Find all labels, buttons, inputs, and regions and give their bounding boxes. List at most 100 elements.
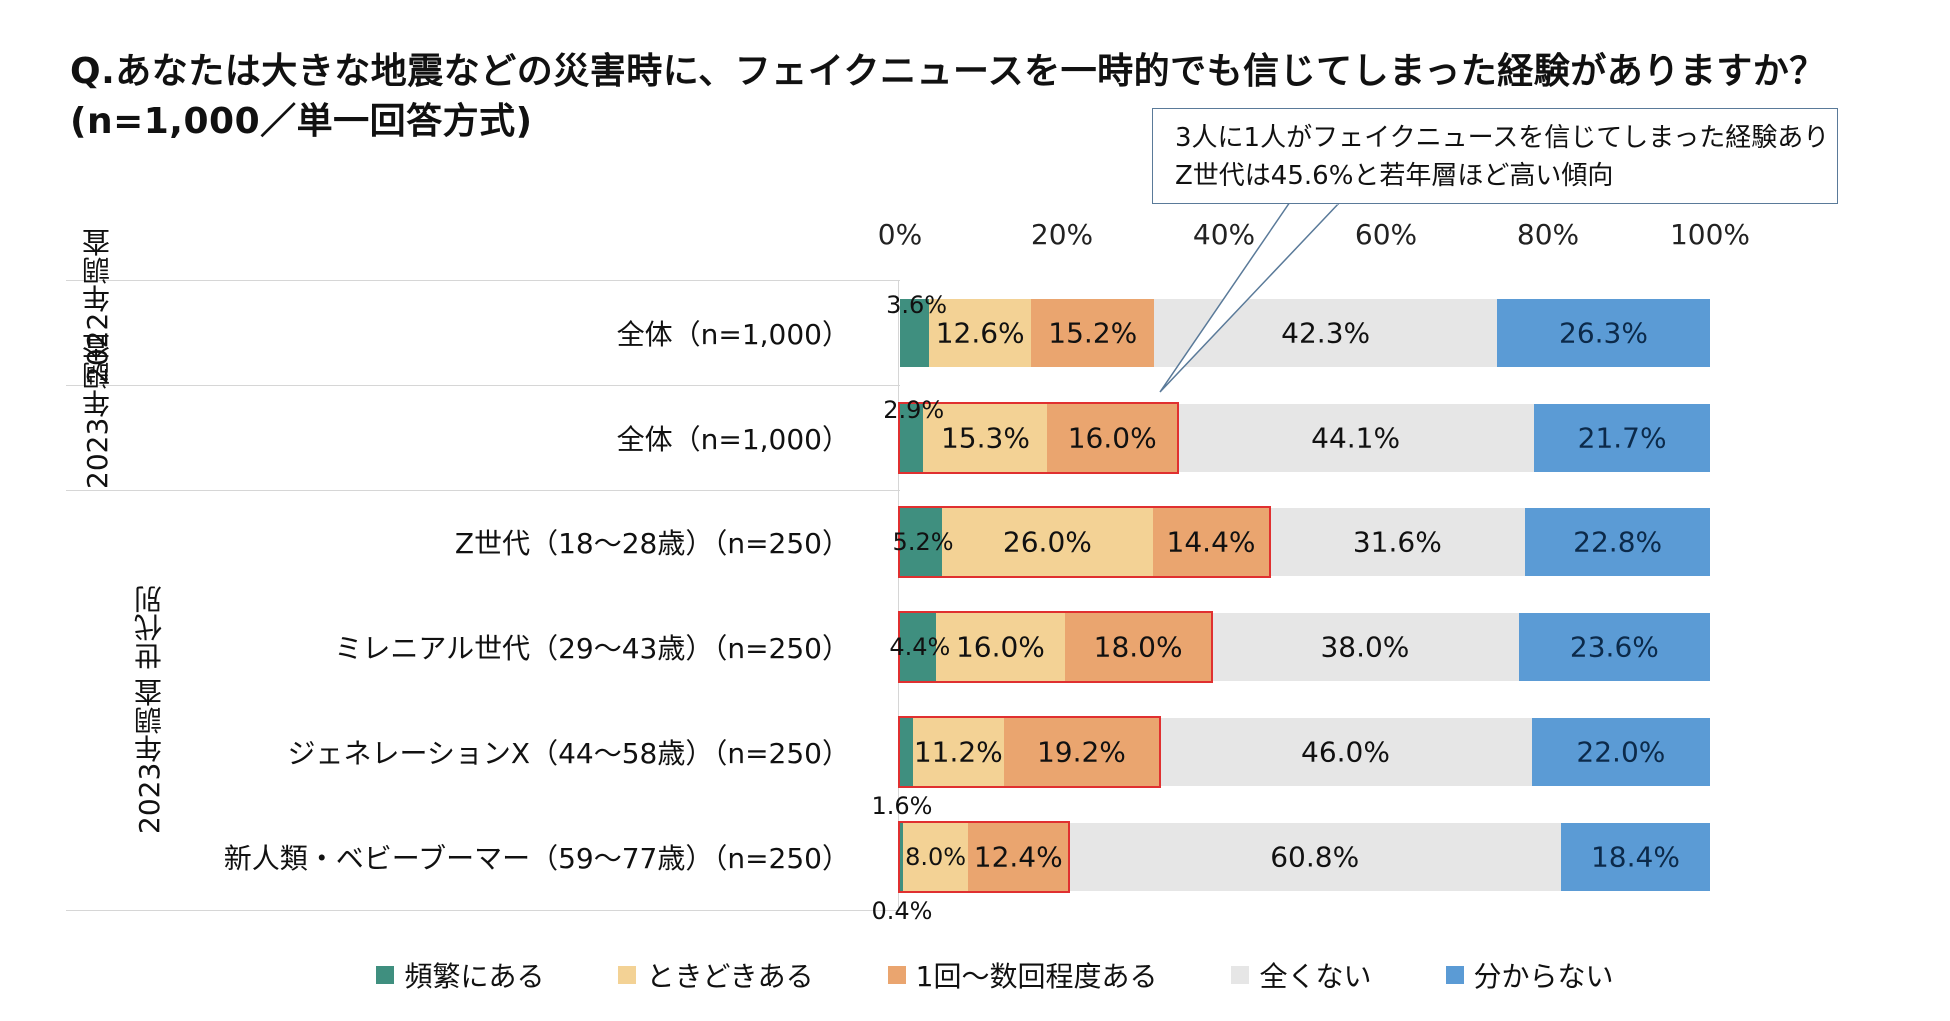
data-label-once: 18.0%	[1093, 630, 1183, 664]
legend-label: 全くない	[1259, 960, 1372, 993]
data-label-unknown: 23.6%	[1569, 630, 1659, 664]
bar-segment-sometimes	[903, 823, 969, 891]
data-label-sometimes: 12.6%	[935, 316, 1025, 350]
bar-segment-unknown	[1534, 404, 1710, 472]
data-label-never: 60.8%	[1270, 840, 1360, 874]
bar-segment-never	[1159, 718, 1532, 786]
callout-line1: 3人に1人がフェイクニュースを信じてしまった経験あり	[1175, 123, 1830, 153]
bar-segment-unknown	[1531, 718, 1710, 786]
data-label-unknown: 18.4%	[1590, 840, 1680, 874]
legend-swatch	[1231, 966, 1250, 984]
row-divider	[66, 910, 900, 911]
bar-segment-once	[968, 823, 1069, 891]
bar-segment-frequent	[900, 718, 913, 786]
data-label-unknown: 26.3%	[1559, 316, 1648, 350]
bar-segment-unknown	[1496, 299, 1710, 367]
legend-swatch	[618, 966, 637, 984]
row-label: 新人類・ベビーブーマー（59～77歳）（n=250）	[223, 842, 850, 875]
bar-segment-unknown	[1518, 613, 1710, 681]
legend-swatch	[887, 966, 906, 984]
legend-label: ときどきある	[646, 960, 814, 993]
bar-segment-never	[1269, 508, 1526, 576]
data-label-sometimes: 26.0%	[1002, 525, 1092, 559]
data-label-sometimes: 16.0%	[955, 630, 1045, 664]
data-label-frequent: 1.6%	[871, 792, 933, 820]
bar-segment-sometimes	[942, 508, 1153, 576]
row-label: 全体（n=1,000）	[616, 318, 850, 351]
data-label-once: 15.2%	[1048, 316, 1138, 350]
legend-label: 頻繁にある	[404, 960, 545, 993]
x-tick-label: 40%	[1192, 218, 1256, 251]
row-label: ミレニアル世代（29～43歳）（n=250）	[334, 632, 850, 665]
bar-segment-frequent	[900, 823, 904, 891]
row-divider	[66, 280, 900, 281]
data-label-frequent: 5.2%	[892, 528, 954, 556]
chart-title-line2: (n=1,000／単一回答方式)	[70, 101, 533, 142]
bar-segment-once	[1003, 718, 1160, 786]
legend-label: 1回～数回程度ある	[915, 960, 1158, 993]
callout-box: 3人に1人がフェイクニュースを信じてしまった経験あり Z世代は45.6%と若年層…	[1152, 108, 1838, 204]
bar-segment-once	[1047, 404, 1177, 472]
row-divider	[66, 385, 900, 386]
data-label-never: 38.0%	[1320, 630, 1410, 664]
legend-label: 分からない	[1473, 960, 1614, 993]
legend-item-frequent: 頻繁にある	[336, 955, 544, 995]
bar-segment-once	[1152, 508, 1270, 576]
data-label-unknown: 22.8%	[1573, 525, 1663, 559]
bar-segment-sometimes	[923, 404, 1048, 472]
x-tick-label: 20%	[1030, 218, 1094, 251]
data-label-once: 19.2%	[1036, 735, 1126, 769]
x-tick-label: 80%	[1516, 218, 1580, 251]
legend-item-unknown: 分からない	[1406, 955, 1614, 995]
highlight-box	[898, 506, 1272, 578]
highlight-box	[898, 821, 1071, 893]
highlight-box	[898, 402, 1180, 474]
data-label-sometimes: 11.2%	[913, 735, 1003, 769]
legend-item-sometimes: ときどきある	[578, 955, 814, 995]
legend: 頻繁にある ときどきある 1回～数回程度ある 全くない 分からない	[0, 955, 1950, 995]
bar-segment-once	[1031, 299, 1155, 367]
bar-segment-never	[1177, 404, 1535, 472]
data-label-unknown: 21.7%	[1577, 421, 1667, 455]
data-label-once: 14.4%	[1166, 525, 1256, 559]
x-tick-label: 0%	[877, 218, 923, 251]
data-label-never: 31.6%	[1352, 525, 1442, 559]
bar-segment-never	[1211, 613, 1519, 681]
data-label-frequent: 0.4%	[871, 897, 933, 925]
legend-item-once: 1回～数回程度ある	[848, 955, 1158, 995]
data-label-once: 16.0%	[1067, 421, 1157, 455]
row-label: Z世代（18～28歳）（n=250）	[454, 527, 850, 560]
data-label-frequent: 2.9%	[883, 396, 945, 424]
bar-segment-frequent	[900, 299, 930, 367]
data-label-never: 42.3%	[1281, 316, 1371, 350]
data-label-unknown: 22.0%	[1576, 735, 1666, 769]
data-label-sometimes: 15.3%	[940, 421, 1030, 455]
x-tick-label: 100%	[1669, 218, 1751, 251]
bar-segment-sometimes	[929, 299, 1032, 367]
bar-segment-frequent	[900, 404, 924, 472]
callout-line2: Z世代は45.6%と若年層ほど高い傾向	[1175, 161, 1614, 191]
bar-segment-once	[1065, 613, 1212, 681]
row-label: ジェネレーションX（44～58歳）（n=250）	[287, 737, 850, 770]
data-label-once: 12.4%	[973, 840, 1063, 874]
row-divider	[66, 490, 900, 491]
highlight-box	[898, 716, 1162, 788]
data-label-never: 44.1%	[1311, 421, 1401, 455]
data-label-sometimes: 8.0%	[905, 843, 967, 871]
bar-segment-unknown	[1525, 508, 1710, 576]
legend-swatch	[1445, 966, 1464, 984]
chart-title-line1: Q.あなたは大きな地震などの災害時に、フェイクニュースを一時的でも信じてしまった…	[70, 51, 1826, 92]
legend-item-never: 全くない	[1191, 955, 1372, 995]
bar-segment-unknown	[1560, 823, 1710, 891]
bar-segment-frequent	[900, 613, 936, 681]
x-tick-label: 60%	[1354, 218, 1418, 251]
row-label: 全体（n=1,000）	[616, 423, 850, 456]
bar-segment-sometimes	[912, 718, 1004, 786]
bar-segment-sometimes	[935, 613, 1066, 681]
data-label-frequent: 4.4%	[889, 633, 951, 661]
label-divider	[898, 280, 899, 910]
bar-segment-never	[1068, 823, 1561, 891]
highlight-box	[898, 611, 1214, 683]
data-label-never: 46.0%	[1301, 735, 1390, 769]
legend-swatch	[376, 966, 395, 984]
